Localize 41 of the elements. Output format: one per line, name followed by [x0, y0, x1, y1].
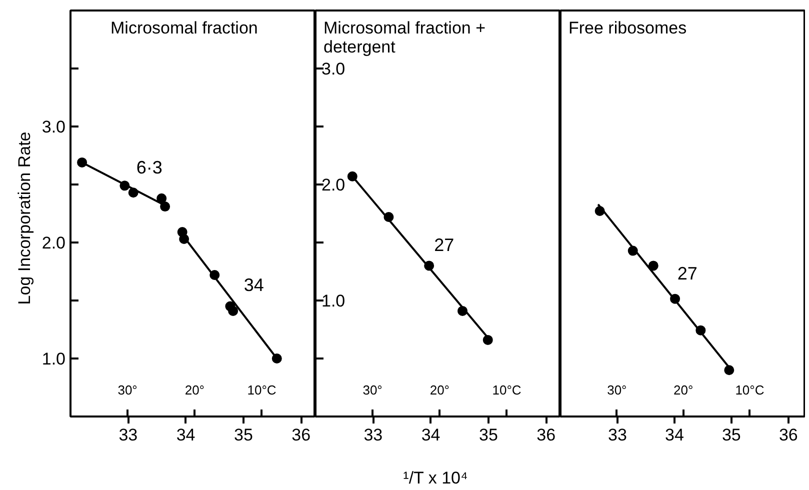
x2-tick-label: 10°C	[735, 382, 764, 398]
y-tick-label: 2.0	[322, 176, 346, 194]
x-tick-label: 34	[421, 426, 440, 444]
y-axis-title: Log Incorporation Rate	[14, 132, 34, 305]
x-tick-label: 33	[118, 426, 138, 444]
text: Microsomal fraction	[110, 18, 258, 38]
point	[228, 306, 238, 316]
x2-tick-label: 20°	[430, 382, 450, 398]
y-tick-label: 1.0	[322, 292, 346, 310]
point	[724, 365, 734, 376]
x2-tick-label: 30°	[607, 382, 627, 398]
x2-tick-label: 30°	[362, 382, 382, 398]
point	[648, 260, 658, 271]
y-tick-label: 3.0	[42, 118, 66, 136]
x2-tick-label: 10°C	[492, 382, 522, 398]
x-axis-title: ¹/T x 10⁴	[403, 468, 468, 488]
x-tick-label: 36	[292, 426, 311, 444]
point	[482, 334, 493, 345]
x2-tick-label: 20°	[184, 382, 205, 398]
x-tick-label: 36	[778, 426, 798, 444]
point	[160, 202, 170, 212]
x-tick-label: 33	[608, 426, 627, 444]
x-tick-label: 35	[478, 426, 498, 444]
x-tick-label: 34	[665, 426, 684, 444]
y-tick-label: 2.0	[42, 234, 66, 252]
x2-tick-label: 10°C	[247, 382, 276, 398]
annotation: 27	[434, 235, 454, 255]
annotation: 27	[677, 264, 698, 284]
annotation: 34	[244, 275, 264, 296]
x-tick-label: 33	[364, 426, 383, 444]
x-tick-label: 35	[722, 426, 741, 444]
x-tick-label: 36	[536, 426, 556, 444]
x2-tick-label: 20°	[674, 382, 694, 398]
text: Microsomal fraction + detergent	[324, 18, 486, 56]
x-tick-label: 34	[176, 426, 196, 444]
y-tick-label: 3.0	[322, 60, 346, 78]
x-tick-label: 35	[234, 426, 253, 444]
y-tick-label: 1.0	[42, 350, 66, 368]
annotation: 6·3	[136, 157, 162, 178]
x2-tick-label: 30°	[118, 382, 138, 398]
chart-title: Free ribosomes	[568, 18, 687, 38]
